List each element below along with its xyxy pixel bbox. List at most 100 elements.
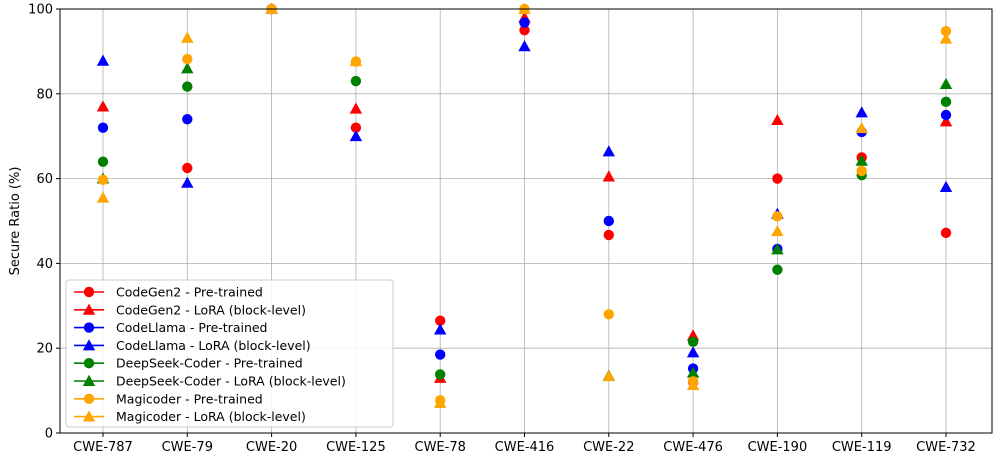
data-point	[182, 114, 193, 125]
data-point	[771, 113, 784, 126]
data-point	[603, 215, 614, 227]
data-point	[940, 109, 952, 121]
x-tick-label: CWE-119	[832, 440, 892, 455]
legend-item: DeepSeek-Coder - LoRA (block-level)	[74, 374, 346, 389]
data-point	[772, 211, 783, 222]
legend-item: CodeLlama - LoRA (block-level)	[74, 338, 311, 353]
data-point	[771, 243, 784, 255]
y-tick-label: 0	[45, 427, 53, 442]
data-point	[349, 130, 363, 142]
y-axis-label: Secure Ratio (%)	[8, 167, 23, 276]
data-point	[435, 315, 446, 326]
data-point	[855, 154, 868, 166]
y-tick-label: 80	[36, 87, 53, 102]
legend: CodeGen2 - Pre-trained CodeGen2 - LoRA (b…	[65, 279, 394, 428]
legend-marker	[82, 374, 96, 386]
legend-label: Magicoder - Pre-trained	[116, 391, 263, 406]
legend-item: CodeGen2 - Pre-trained	[74, 285, 263, 300]
x-tick-label: CWE-78	[415, 440, 466, 455]
x-tick-label: CWE-190	[748, 440, 808, 455]
x-tick-label: CWE-732	[916, 440, 976, 455]
data-point	[940, 227, 952, 239]
y-tick-label: 40	[36, 257, 53, 272]
data-point	[435, 349, 446, 360]
data-point	[349, 54, 363, 67]
data-point	[96, 100, 110, 112]
legend-label: DeepSeek-Coder - Pre-trained	[116, 356, 303, 371]
data-point	[687, 336, 699, 348]
x-tick-label: CWE-476	[663, 440, 723, 455]
legend-marker	[82, 303, 96, 315]
y-tick-label: 60	[36, 172, 53, 187]
data-point	[181, 31, 194, 43]
legend-label: CodeGen2 - Pre-trained	[116, 285, 263, 300]
x-tick-label: CWE-125	[326, 440, 386, 455]
legend-label: CodeGen2 - LoRA (block-level)	[116, 302, 306, 317]
data-point	[434, 323, 447, 335]
data-point	[939, 32, 953, 44]
data-point	[182, 81, 193, 92]
data-point	[686, 329, 700, 341]
legend-label: DeepSeek-Coder - LoRA (block-level)	[116, 374, 346, 389]
data-point	[96, 191, 110, 203]
legend-marker	[83, 393, 95, 404]
data-point	[97, 156, 109, 167]
data-point	[686, 346, 700, 358]
data-point	[97, 174, 109, 186]
data-point	[603, 309, 614, 320]
y-tick-label: 100	[28, 3, 53, 18]
legend-item: DeepSeek-Coder - Pre-trained	[74, 356, 303, 371]
data-point	[939, 180, 953, 193]
data-point	[182, 53, 193, 65]
legend-marker	[83, 286, 95, 298]
data-point	[265, 2, 278, 14]
plot-frame	[59, 8, 993, 434]
data-point	[856, 165, 867, 177]
data-point	[686, 366, 700, 378]
data-point	[686, 378, 700, 391]
data-point	[602, 170, 615, 182]
data-point	[519, 17, 530, 28]
data-point	[771, 224, 784, 237]
data-point	[939, 77, 953, 90]
data-point	[855, 106, 868, 118]
legend-label: Magicoder - LoRA (block-level)	[116, 409, 306, 424]
data-point	[855, 121, 868, 134]
data-point	[182, 162, 193, 174]
x-tick-label: CWE-20	[246, 440, 297, 455]
y-tick-label: 20	[36, 342, 53, 357]
data-point	[350, 75, 362, 87]
data-point	[181, 176, 194, 188]
data-point	[772, 264, 783, 275]
legend-item: Magicoder - Pre-trained	[74, 391, 263, 406]
data-point	[349, 102, 363, 114]
data-point	[518, 40, 531, 52]
data-point	[939, 115, 953, 127]
legend-item: CodeLlama - Pre-trained	[74, 320, 268, 335]
legend-marker	[83, 322, 95, 333]
data-point	[519, 25, 530, 36]
data-point	[602, 369, 615, 382]
legend-label: CodeLlama - LoRA (block-level)	[116, 338, 311, 353]
series-7	[96, 2, 953, 408]
legend-label: CodeLlama - Pre-trained	[116, 320, 268, 335]
data-point	[181, 62, 194, 74]
legend-marker	[82, 339, 96, 351]
data-point	[772, 173, 783, 184]
legend-marker	[82, 410, 96, 422]
x-tick-label: CWE-787	[73, 440, 133, 455]
legend-item: Magicoder - LoRA (block-level)	[74, 409, 306, 424]
data-point	[434, 396, 447, 408]
legend-box	[65, 279, 394, 428]
x-tick-label: CWE-79	[162, 440, 213, 455]
data-point	[350, 122, 362, 133]
data-point	[435, 369, 446, 380]
axes: 0 20 40 60 80 100 CWE-787 CWE-79 CWE-20 CWE-125 CW…	[28, 3, 976, 456]
x-tick-label: CWE-416	[495, 440, 555, 455]
legend-item: CodeGen2 - LoRA (block-level)	[74, 302, 306, 317]
data-point	[940, 96, 952, 108]
data-point	[518, 2, 531, 14]
x-tick-label: CWE-22	[583, 440, 634, 455]
legend-marker	[83, 358, 95, 369]
